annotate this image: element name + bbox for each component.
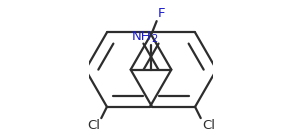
- Text: 2: 2: [152, 34, 158, 44]
- Text: F: F: [158, 7, 165, 20]
- Text: NH: NH: [131, 29, 151, 42]
- Text: Cl: Cl: [202, 119, 215, 132]
- Text: Cl: Cl: [87, 119, 100, 132]
